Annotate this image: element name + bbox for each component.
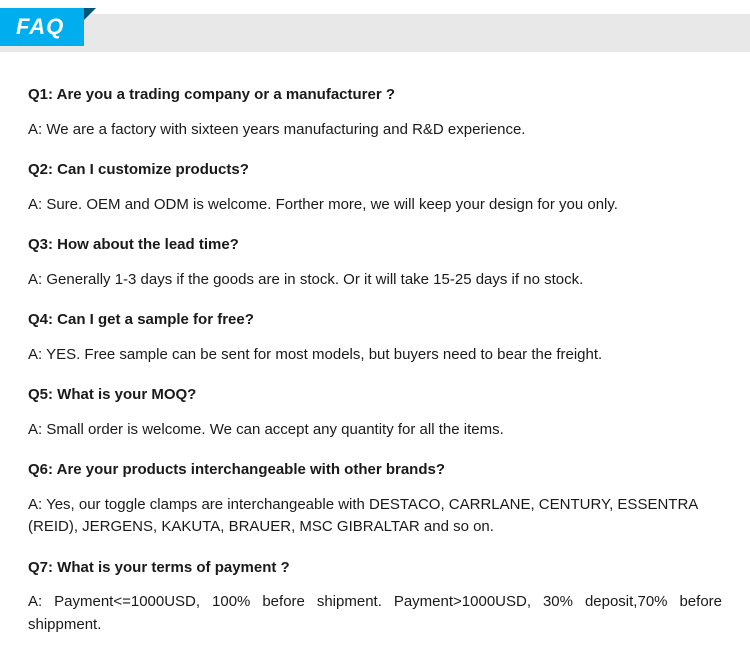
faq-question: Q2: Can I customize products?	[28, 159, 722, 182]
faq-content: Q1: Are you a trading company or a manuf…	[0, 84, 750, 636]
faq-answer: A: Payment<=1000USD, 100% before shipmen…	[28, 591, 722, 636]
header-bar: FAQ	[0, 14, 750, 52]
faq-answer: A: We are a factory with sixteen years m…	[28, 119, 722, 142]
faq-answer: A: Small order is welcome. We can accept…	[28, 419, 722, 442]
faq-tab: FAQ	[0, 8, 84, 46]
faq-question: Q4: Can I get a sample for free?	[28, 309, 722, 332]
faq-answer: A: YES. Free sample can be sent for most…	[28, 344, 722, 367]
faq-question: Q7: What is your terms of payment ?	[28, 557, 722, 580]
faq-answer: A: Generally 1-3 days if the goods are i…	[28, 269, 722, 292]
faq-answer: A: Sure. OEM and ODM is welcome. Forther…	[28, 194, 722, 217]
faq-question: Q5: What is your MOQ?	[28, 384, 722, 407]
faq-question: Q6: Are your products interchangeable wi…	[28, 459, 722, 482]
faq-question: Q1: Are you a trading company or a manuf…	[28, 84, 722, 107]
faq-answer: A: Yes, our toggle clamps are interchang…	[28, 494, 722, 539]
faq-tab-label: FAQ	[16, 14, 64, 40]
faq-question: Q3: How about the lead time?	[28, 234, 722, 257]
